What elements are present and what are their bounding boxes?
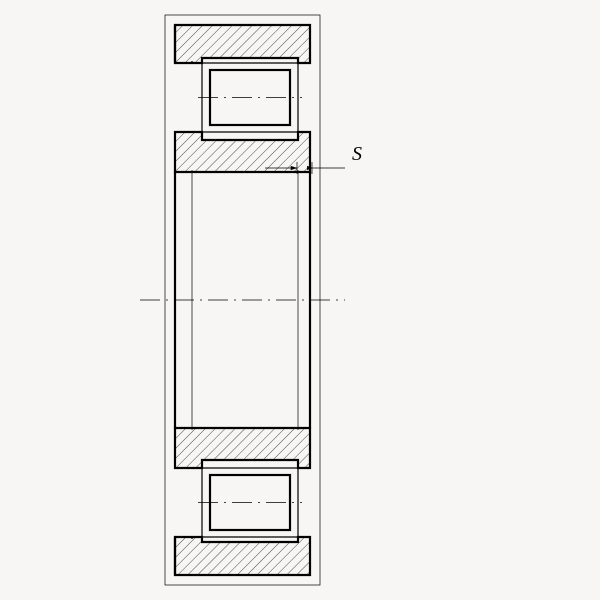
canvas-background xyxy=(0,0,600,600)
bearing-cross-section-diagram: S xyxy=(0,0,600,600)
dimension-label-s: S xyxy=(352,143,362,165)
